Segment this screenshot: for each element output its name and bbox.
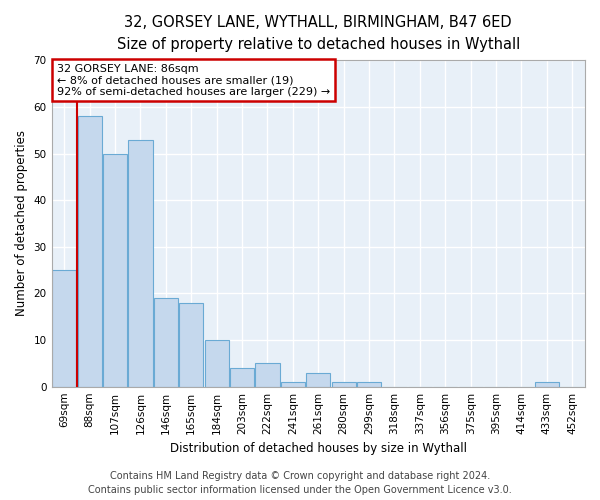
- Bar: [332, 382, 356, 386]
- Bar: [535, 382, 559, 386]
- Bar: [77, 116, 102, 386]
- Bar: [154, 298, 178, 386]
- Y-axis label: Number of detached properties: Number of detached properties: [15, 130, 28, 316]
- Text: Contains HM Land Registry data © Crown copyright and database right 2024.
Contai: Contains HM Land Registry data © Crown c…: [88, 471, 512, 495]
- Bar: [357, 382, 381, 386]
- Bar: [103, 154, 127, 386]
- X-axis label: Distribution of detached houses by size in Wythall: Distribution of detached houses by size …: [170, 442, 467, 455]
- Bar: [128, 140, 152, 386]
- Bar: [306, 372, 331, 386]
- Bar: [230, 368, 254, 386]
- Title: 32, GORSEY LANE, WYTHALL, BIRMINGHAM, B47 6ED
Size of property relative to detac: 32, GORSEY LANE, WYTHALL, BIRMINGHAM, B4…: [116, 15, 520, 52]
- Bar: [205, 340, 229, 386]
- Bar: [281, 382, 305, 386]
- Text: 32 GORSEY LANE: 86sqm
← 8% of detached houses are smaller (19)
92% of semi-detac: 32 GORSEY LANE: 86sqm ← 8% of detached h…: [57, 64, 330, 97]
- Bar: [256, 364, 280, 386]
- Bar: [52, 270, 76, 386]
- Bar: [179, 303, 203, 386]
